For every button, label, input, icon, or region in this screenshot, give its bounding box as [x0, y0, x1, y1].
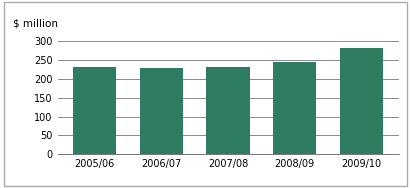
Bar — [273, 62, 316, 154]
Text: $ million: $ million — [13, 18, 58, 28]
Bar — [206, 67, 250, 154]
Bar — [340, 48, 383, 154]
Bar — [140, 68, 183, 154]
Bar — [73, 67, 116, 154]
